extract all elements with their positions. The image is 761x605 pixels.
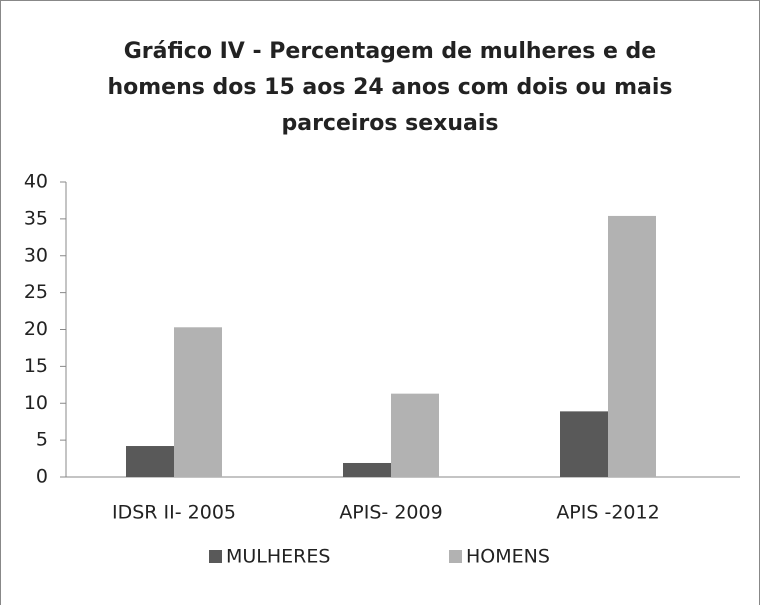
x-tick-label: IDSR II- 2005 xyxy=(112,502,236,524)
bar xyxy=(608,215,656,478)
legend-label: MULHERES xyxy=(226,546,330,568)
bar xyxy=(174,327,222,477)
y-tick-label: 40 xyxy=(24,171,48,193)
y-tick-label: 10 xyxy=(24,392,48,414)
legend-swatch xyxy=(209,550,222,563)
bar xyxy=(126,446,174,477)
legend-swatch xyxy=(449,550,462,563)
y-tick-label: 15 xyxy=(24,355,48,377)
y-tick-label: 20 xyxy=(24,318,48,340)
legend-label: HOMENS xyxy=(466,546,550,568)
y-tick-label: 30 xyxy=(24,244,48,266)
y-tick-label: 35 xyxy=(24,207,48,229)
y-tick-label: 0 xyxy=(36,466,48,488)
bar xyxy=(391,393,439,477)
bar xyxy=(560,411,608,477)
y-tick-label: 25 xyxy=(24,281,48,303)
y-tick-label: 5 xyxy=(36,429,48,451)
x-tick-label: APIS- 2009 xyxy=(339,502,442,524)
x-tick-label: APIS -2012 xyxy=(556,502,659,524)
chart-title: Gráfico IV - Percentagem de mulheres e d… xyxy=(107,39,673,136)
bar xyxy=(343,462,391,477)
